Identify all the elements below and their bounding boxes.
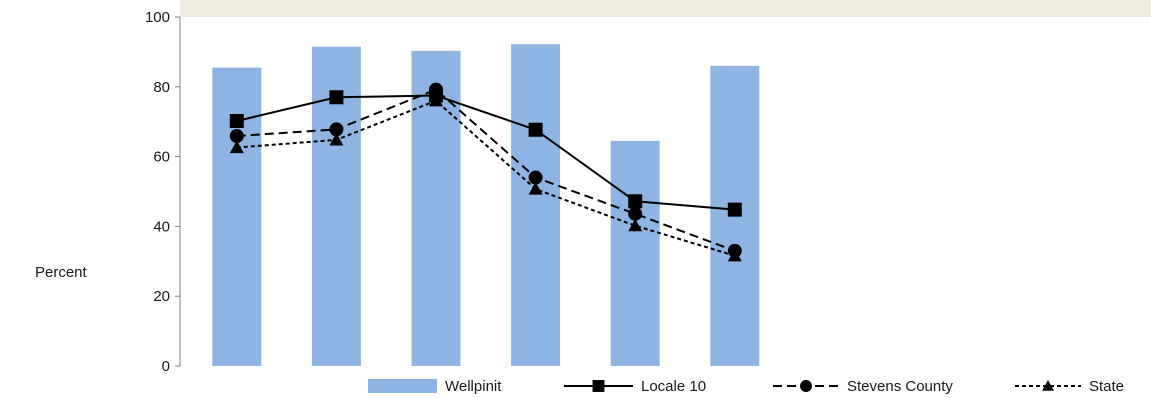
square-marker: [229, 114, 244, 129]
square-marker: [592, 380, 605, 392]
square-marker: [528, 122, 543, 137]
legend-swatch: [368, 379, 437, 393]
y-tick-label: 60: [153, 149, 170, 166]
circle-marker: [229, 129, 244, 144]
legend: Wellpinit Locale 10 Stevens County State: [368, 378, 1124, 395]
legend-item: Wellpinit: [368, 378, 502, 395]
square-marker: [727, 202, 742, 217]
legend-label: State: [1089, 378, 1124, 395]
series-state: [229, 93, 742, 262]
series-locale-10: [229, 88, 742, 217]
series-line: [236, 99, 736, 257]
triangle-marker: [628, 218, 643, 232]
legend-label: Wellpinit: [445, 378, 502, 395]
circle-marker: [329, 122, 344, 137]
bar: [610, 140, 660, 366]
triangle-marker: [727, 248, 742, 262]
legend-label: Locale 10: [641, 378, 706, 395]
y-tick-label: 100: [145, 9, 170, 26]
circle-marker: [429, 82, 443, 97]
series-line: [236, 88, 736, 252]
y-tick-label: 40: [153, 218, 170, 235]
axes: 0 20 40 60 80 100: [145, 9, 181, 375]
circle-marker: [800, 380, 812, 392]
title-banner: [180, 0, 1151, 17]
legend-item: Stevens County: [773, 378, 953, 395]
line-series: [229, 82, 742, 262]
legend-label: Stevens County: [847, 378, 953, 395]
y-tick-label: 20: [153, 288, 170, 305]
y-tick-label: 0: [162, 358, 170, 375]
circle-marker: [528, 170, 543, 185]
square-marker: [628, 194, 643, 209]
bar: [511, 44, 561, 367]
triangle-marker: [229, 140, 244, 154]
series-stevens-county: [229, 82, 742, 258]
triangle-marker: [329, 132, 344, 146]
y-ticks: 0 20 40 60 80 100: [145, 9, 180, 375]
y-tick-label: 80: [153, 79, 170, 96]
triangle-marker: [1042, 380, 1054, 391]
bar: [212, 67, 262, 366]
legend-item: Locale 10: [564, 378, 706, 395]
legend-item: State: [1015, 378, 1124, 395]
y-axis-label: Percent: [35, 264, 88, 281]
triangle-marker: [429, 93, 443, 107]
circle-marker: [628, 206, 643, 221]
triangle-marker: [528, 182, 543, 195]
square-marker: [329, 90, 344, 105]
series-line: [236, 94, 735, 211]
